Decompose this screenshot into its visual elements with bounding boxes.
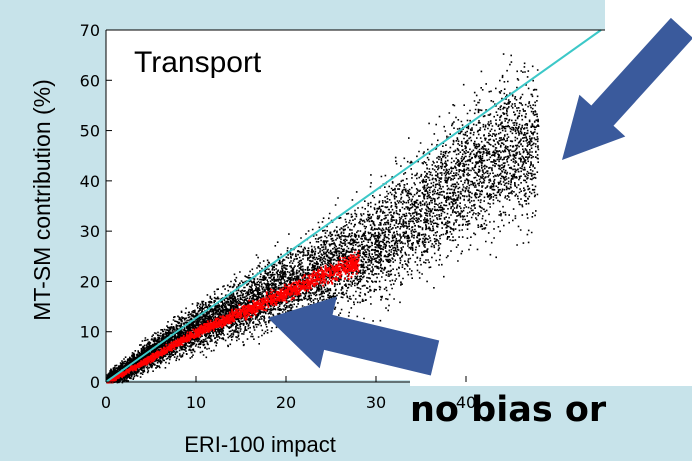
y-tick-label: 40 (80, 172, 100, 191)
scatter-layer (106, 53, 540, 384)
x-axis-label: ERI-100 impact (184, 432, 336, 457)
panel-label: Transport (134, 46, 262, 79)
y-tick-label: 60 (80, 71, 100, 90)
y-axis-label: MT-SM contribution (%) (29, 79, 55, 321)
x-tick-label: 10 (186, 393, 206, 412)
highlight-points (106, 250, 360, 384)
y-tick-label: 0 (90, 373, 100, 392)
y-tick-label: 70 (80, 21, 100, 40)
highlight-layer (106, 250, 360, 384)
y-tick-label: 50 (80, 122, 100, 141)
scatter-points (106, 53, 540, 384)
x-tick-label: 40 (456, 393, 476, 412)
arrow-layer (268, 17, 692, 376)
overlay-text: no bias or (410, 390, 607, 430)
overlay-white-panel (410, 346, 692, 386)
x-tick-label: 30 (366, 393, 386, 412)
reference-line (105, 29, 602, 383)
y-tick-label: 20 (80, 272, 100, 291)
y-tick-label: 30 (80, 222, 100, 241)
x-tick-label: 20 (276, 393, 296, 412)
arrow-lower-left (268, 296, 440, 376)
arrow-upper-right (562, 17, 692, 160)
y-tick-label: 10 (80, 323, 100, 342)
x-tick-label: 0 (101, 393, 111, 412)
tick-layer: 0 10 20 30 40 0 10 20 30 40 50 60 70 (80, 21, 477, 412)
